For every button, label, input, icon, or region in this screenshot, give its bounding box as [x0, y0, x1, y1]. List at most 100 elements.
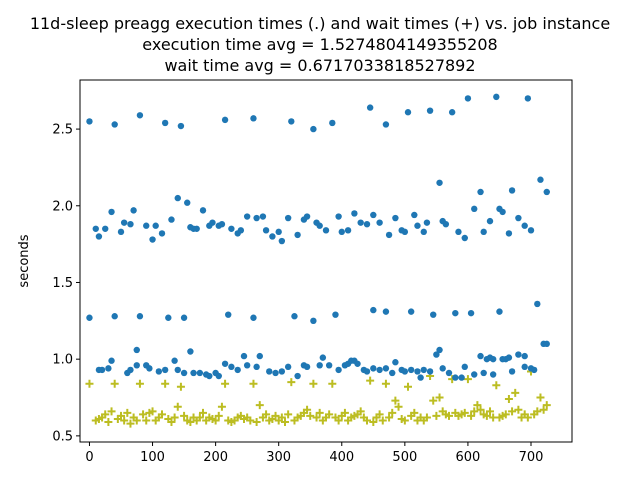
wait-time-point [523, 413, 532, 422]
execution-time-point [392, 214, 399, 222]
execution-time-point [225, 311, 232, 318]
execution-time-point [407, 308, 415, 315]
execution-time-point [136, 112, 144, 119]
execution-time-point [499, 355, 506, 363]
wait-time-point [176, 382, 185, 391]
execution-time-point [284, 363, 292, 371]
execution-time-point [370, 306, 377, 314]
wait-time-point [378, 416, 387, 425]
execution-time-point [480, 369, 487, 377]
execution-time-point [489, 371, 497, 378]
execution-time-point [493, 93, 500, 101]
execution-time-point [146, 365, 153, 372]
wait-time-point [375, 410, 384, 419]
wait-time-point [101, 410, 110, 419]
execution-time-point [426, 368, 434, 375]
execution-time-point [508, 187, 516, 194]
execution-time-point [461, 234, 468, 242]
execution-time-point [505, 354, 513, 361]
y-axis-label: seconds [17, 234, 32, 287]
execution-time-point [319, 354, 327, 361]
execution-time-point [171, 357, 178, 364]
execution-time-point [272, 369, 279, 377]
execution-time-point [508, 368, 516, 375]
execution-time-point [486, 217, 494, 225]
execution-time-point [414, 368, 421, 375]
wait-time-point [281, 418, 289, 427]
execution-time-point [237, 227, 245, 234]
execution-time-point [521, 222, 528, 229]
wait-time-point [139, 410, 148, 419]
execution-time-point [436, 179, 443, 186]
execution-time-point [291, 313, 298, 320]
wait-time-point [173, 402, 182, 411]
execution-time-point [95, 233, 103, 240]
execution-time-point [136, 313, 144, 320]
execution-time-point [130, 207, 137, 214]
wait-time-point [511, 388, 520, 397]
wait-time-point [385, 413, 394, 422]
wait-time-point [132, 416, 141, 425]
wait-time-point [432, 411, 441, 420]
wait-time-point [334, 416, 343, 425]
execution-time-point [105, 365, 112, 372]
wait-time-point [170, 413, 179, 422]
execution-time-point [190, 225, 197, 232]
y-tick-label: 1.5 [52, 276, 73, 291]
x-tick-label: 400 [329, 450, 354, 465]
execution-time-point [426, 107, 434, 114]
execution-time-point [530, 366, 538, 374]
execution-time-point [243, 213, 251, 220]
wait-time-point [120, 416, 129, 425]
execution-time-point [127, 220, 134, 228]
wait-time-point [107, 407, 116, 416]
execution-time-point [133, 346, 140, 354]
execution-time-point [325, 362, 333, 369]
wait-time-point [514, 405, 523, 414]
execution-time-point [177, 122, 185, 130]
wait-time-point [252, 418, 261, 427]
execution-time-point [411, 211, 418, 219]
execution-time-point [420, 366, 427, 374]
wait-time-point [158, 410, 166, 419]
execution-time-point [92, 225, 99, 232]
execution-time-point [120, 219, 128, 226]
wait-time-point [363, 416, 371, 425]
execution-time-point [278, 237, 286, 245]
execution-time-point [310, 317, 317, 325]
wait-time-point [366, 376, 375, 385]
wait-time-point [303, 405, 312, 414]
execution-time-point [155, 368, 163, 375]
wait-time-point [312, 413, 321, 422]
execution-time-point [382, 365, 390, 372]
title-line-main: 11d-sleep preagg execution times (.) and… [30, 14, 610, 33]
wait-time-point [135, 379, 144, 388]
execution-time-point [505, 230, 513, 237]
wait-time-point [277, 413, 286, 422]
execution-time-point [439, 365, 446, 372]
execution-time-point [385, 231, 393, 239]
execution-time-point [417, 374, 424, 381]
execution-time-point [303, 363, 311, 371]
wait-time-point [486, 407, 494, 416]
wait-time-point [186, 418, 195, 427]
execution-time-point [243, 362, 251, 369]
execution-time-point [363, 220, 371, 228]
execution-time-point [288, 118, 295, 125]
execution-time-point [253, 363, 260, 371]
plot-area-frame [79, 79, 573, 443]
wait-time-point [508, 407, 517, 416]
execution-time-point [256, 352, 263, 360]
x-tick-label: 100 [140, 450, 165, 465]
wait-time-point [221, 379, 230, 388]
execution-time-point [480, 228, 487, 236]
wait-time-point [110, 379, 119, 388]
wait-time-point [199, 408, 207, 417]
execution-time-point [218, 220, 226, 228]
x-tick-label: 700 [519, 450, 544, 465]
wait-time-point [470, 407, 479, 416]
execution-time-point [127, 366, 134, 374]
wait-time-point [145, 408, 154, 417]
execution-time-point [86, 314, 93, 321]
execution-time-point [206, 372, 213, 380]
